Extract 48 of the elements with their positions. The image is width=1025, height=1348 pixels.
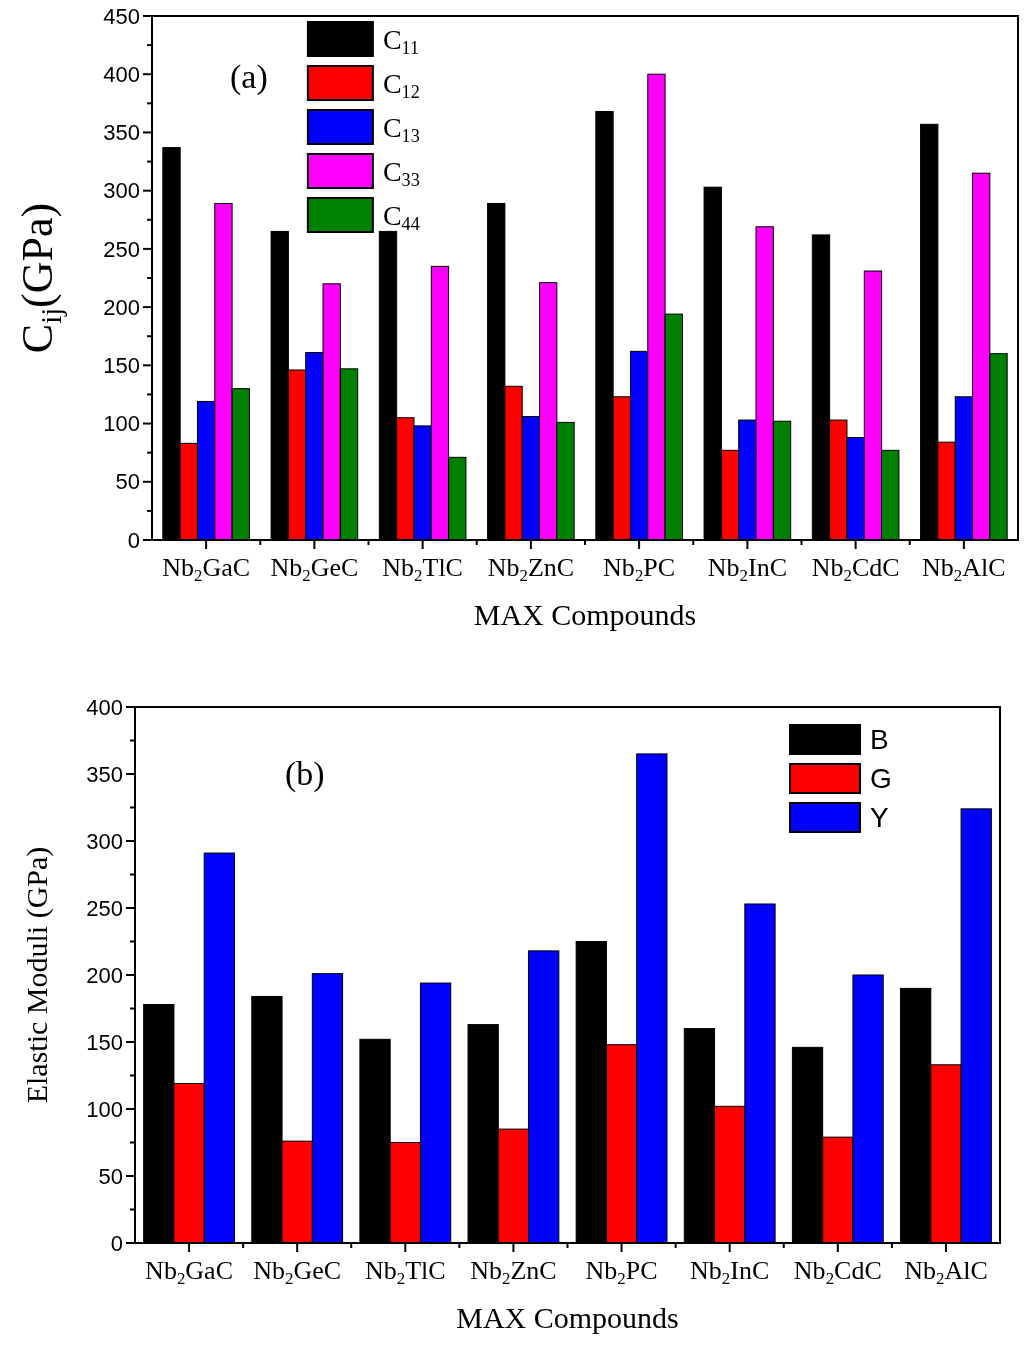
y-tick-label: 250	[103, 236, 140, 262]
y-tick-label: 350	[103, 120, 140, 146]
legend-label: C$_{13}$	[382, 111, 420, 147]
y-tick-label: 250	[86, 895, 123, 921]
x-tick-label: Nb$_{2}$CdC	[793, 1256, 882, 1289]
y-tick-label: 200	[103, 294, 140, 320]
legend-label: C$_{44}$	[382, 199, 420, 235]
y-tick-label: 0	[110, 1230, 123, 1256]
x-tick-label: Nb$_{2}$InC	[690, 1256, 770, 1289]
y-tick-label: 200	[86, 962, 123, 988]
y-tick-label: 150	[103, 353, 140, 379]
legend-label: G	[870, 763, 892, 795]
x-tick-label: Nb$_{2}$PC	[585, 1256, 658, 1289]
legend-label: Y	[870, 802, 889, 834]
annotation: (a)	[230, 58, 268, 96]
y-tick-label: 150	[86, 1029, 123, 1055]
y-tick-label: 350	[86, 761, 123, 787]
x-tick-label: Nb$_{2}$GaC	[162, 553, 251, 586]
y-tick-label: 400	[103, 61, 140, 87]
x-axis-title: MAX Compounds	[473, 598, 697, 631]
x-tick-label: Nb$_{2}$ZnC	[487, 553, 575, 586]
x-tick-label: Nb$_{2}$ZnC	[470, 1256, 557, 1289]
y-tick-label: 0	[127, 527, 140, 553]
legend-label: C$_{11}$	[382, 23, 420, 59]
x-tick-label: Nb$_{2}$CdC	[811, 553, 900, 586]
y-tick-label: 300	[86, 828, 123, 854]
x-tick-label: Nb$_{2}$GeC	[270, 553, 359, 586]
y-tick-label: 450	[103, 3, 140, 29]
x-tick-label: Nb$_{2}$AlC	[922, 553, 1006, 586]
y-tick-label: 50	[98, 1163, 123, 1189]
x-tick-label: Nb$_{2}$TlC	[364, 1256, 446, 1289]
y-axis-title: Elastic Moduli (GPa)	[20, 846, 54, 1104]
x-tick-label: Nb$_{2}$GeC	[253, 1256, 342, 1289]
x-tick-label: Nb$_{2}$InC	[707, 553, 787, 586]
y-tick-label: 400	[86, 694, 123, 720]
legend-label: B	[870, 724, 889, 756]
y-tick-label: 100	[86, 1096, 123, 1122]
legend-label: C$_{12}$	[382, 67, 420, 103]
annotation: (b)	[285, 755, 325, 793]
x-tick-label: Nb$_{2}$AlC	[904, 1256, 988, 1289]
x-axis-title: MAX Compounds	[456, 1301, 679, 1334]
y-tick-label: 100	[103, 411, 140, 437]
legend-label: C$_{33}$	[382, 155, 420, 191]
y-tick-label: 50	[115, 469, 140, 495]
x-tick-label: Nb$_{2}$TlC	[382, 553, 463, 586]
y-tick-label: 300	[103, 178, 140, 204]
x-tick-label: Nb$_{2}$PC	[603, 553, 676, 586]
x-tick-label: Nb$_{2}$GaC	[145, 1256, 234, 1289]
